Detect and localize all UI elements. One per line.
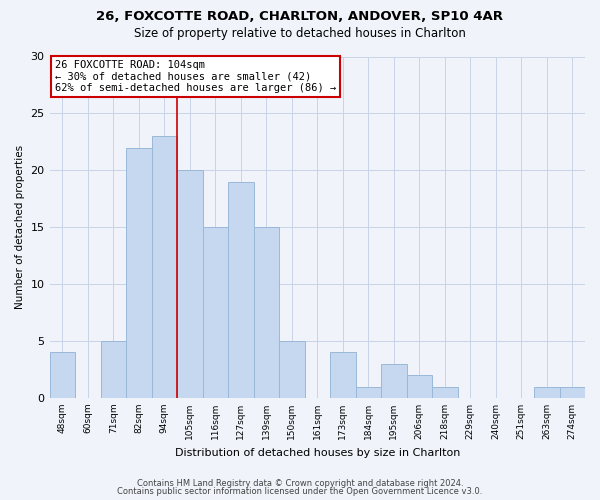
Bar xyxy=(177,170,203,398)
Bar xyxy=(126,148,152,398)
Bar xyxy=(381,364,407,398)
Bar xyxy=(330,352,356,398)
Bar xyxy=(203,227,228,398)
Bar xyxy=(279,341,305,398)
Bar xyxy=(534,386,560,398)
Bar xyxy=(432,386,458,398)
Bar xyxy=(560,386,585,398)
Bar xyxy=(356,386,381,398)
Bar xyxy=(228,182,254,398)
Bar xyxy=(101,341,126,398)
Bar xyxy=(254,227,279,398)
Text: Contains HM Land Registry data © Crown copyright and database right 2024.: Contains HM Land Registry data © Crown c… xyxy=(137,478,463,488)
Text: 26, FOXCOTTE ROAD, CHARLTON, ANDOVER, SP10 4AR: 26, FOXCOTTE ROAD, CHARLTON, ANDOVER, SP… xyxy=(97,10,503,23)
Bar xyxy=(407,375,432,398)
Text: Size of property relative to detached houses in Charlton: Size of property relative to detached ho… xyxy=(134,28,466,40)
Text: 26 FOXCOTTE ROAD: 104sqm
← 30% of detached houses are smaller (42)
62% of semi-d: 26 FOXCOTTE ROAD: 104sqm ← 30% of detach… xyxy=(55,60,336,93)
Text: Contains public sector information licensed under the Open Government Licence v3: Contains public sector information licen… xyxy=(118,487,482,496)
Bar xyxy=(152,136,177,398)
Bar xyxy=(50,352,75,398)
X-axis label: Distribution of detached houses by size in Charlton: Distribution of detached houses by size … xyxy=(175,448,460,458)
Y-axis label: Number of detached properties: Number of detached properties xyxy=(15,145,25,310)
